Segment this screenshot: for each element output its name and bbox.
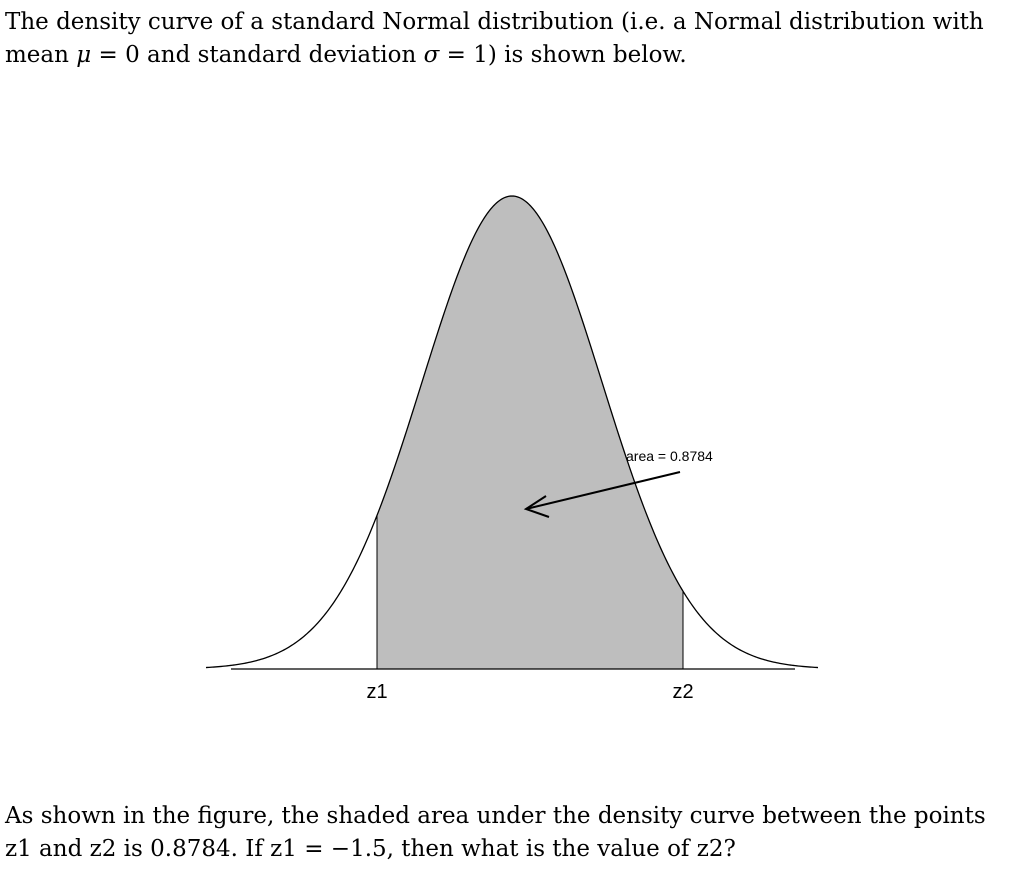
z1-label: z1	[366, 681, 387, 703]
intro-text: The density curve of a standard Normal d…	[5, 6, 1015, 72]
intro-text-part-2: = 0 and standard deviation	[91, 42, 424, 68]
intro-text-part-1: The density curve of a standard Normal d…	[5, 9, 984, 68]
intro-text-part-3: = 1) is shown below.	[439, 42, 687, 68]
annotation-arrow-head	[523, 495, 550, 518]
mu-symbol: μ	[76, 42, 92, 68]
z2-label: z2	[672, 681, 693, 703]
question-text: As shown in the figure, the shaded area …	[5, 803, 986, 862]
annotation-arrow-shaft	[525, 471, 681, 510]
density-curve	[205, 195, 819, 669]
sigma-symbol: σ	[423, 42, 440, 68]
shaded-area-region	[377, 196, 683, 669]
area-annotation-label: area = 0.8784	[626, 448, 713, 464]
